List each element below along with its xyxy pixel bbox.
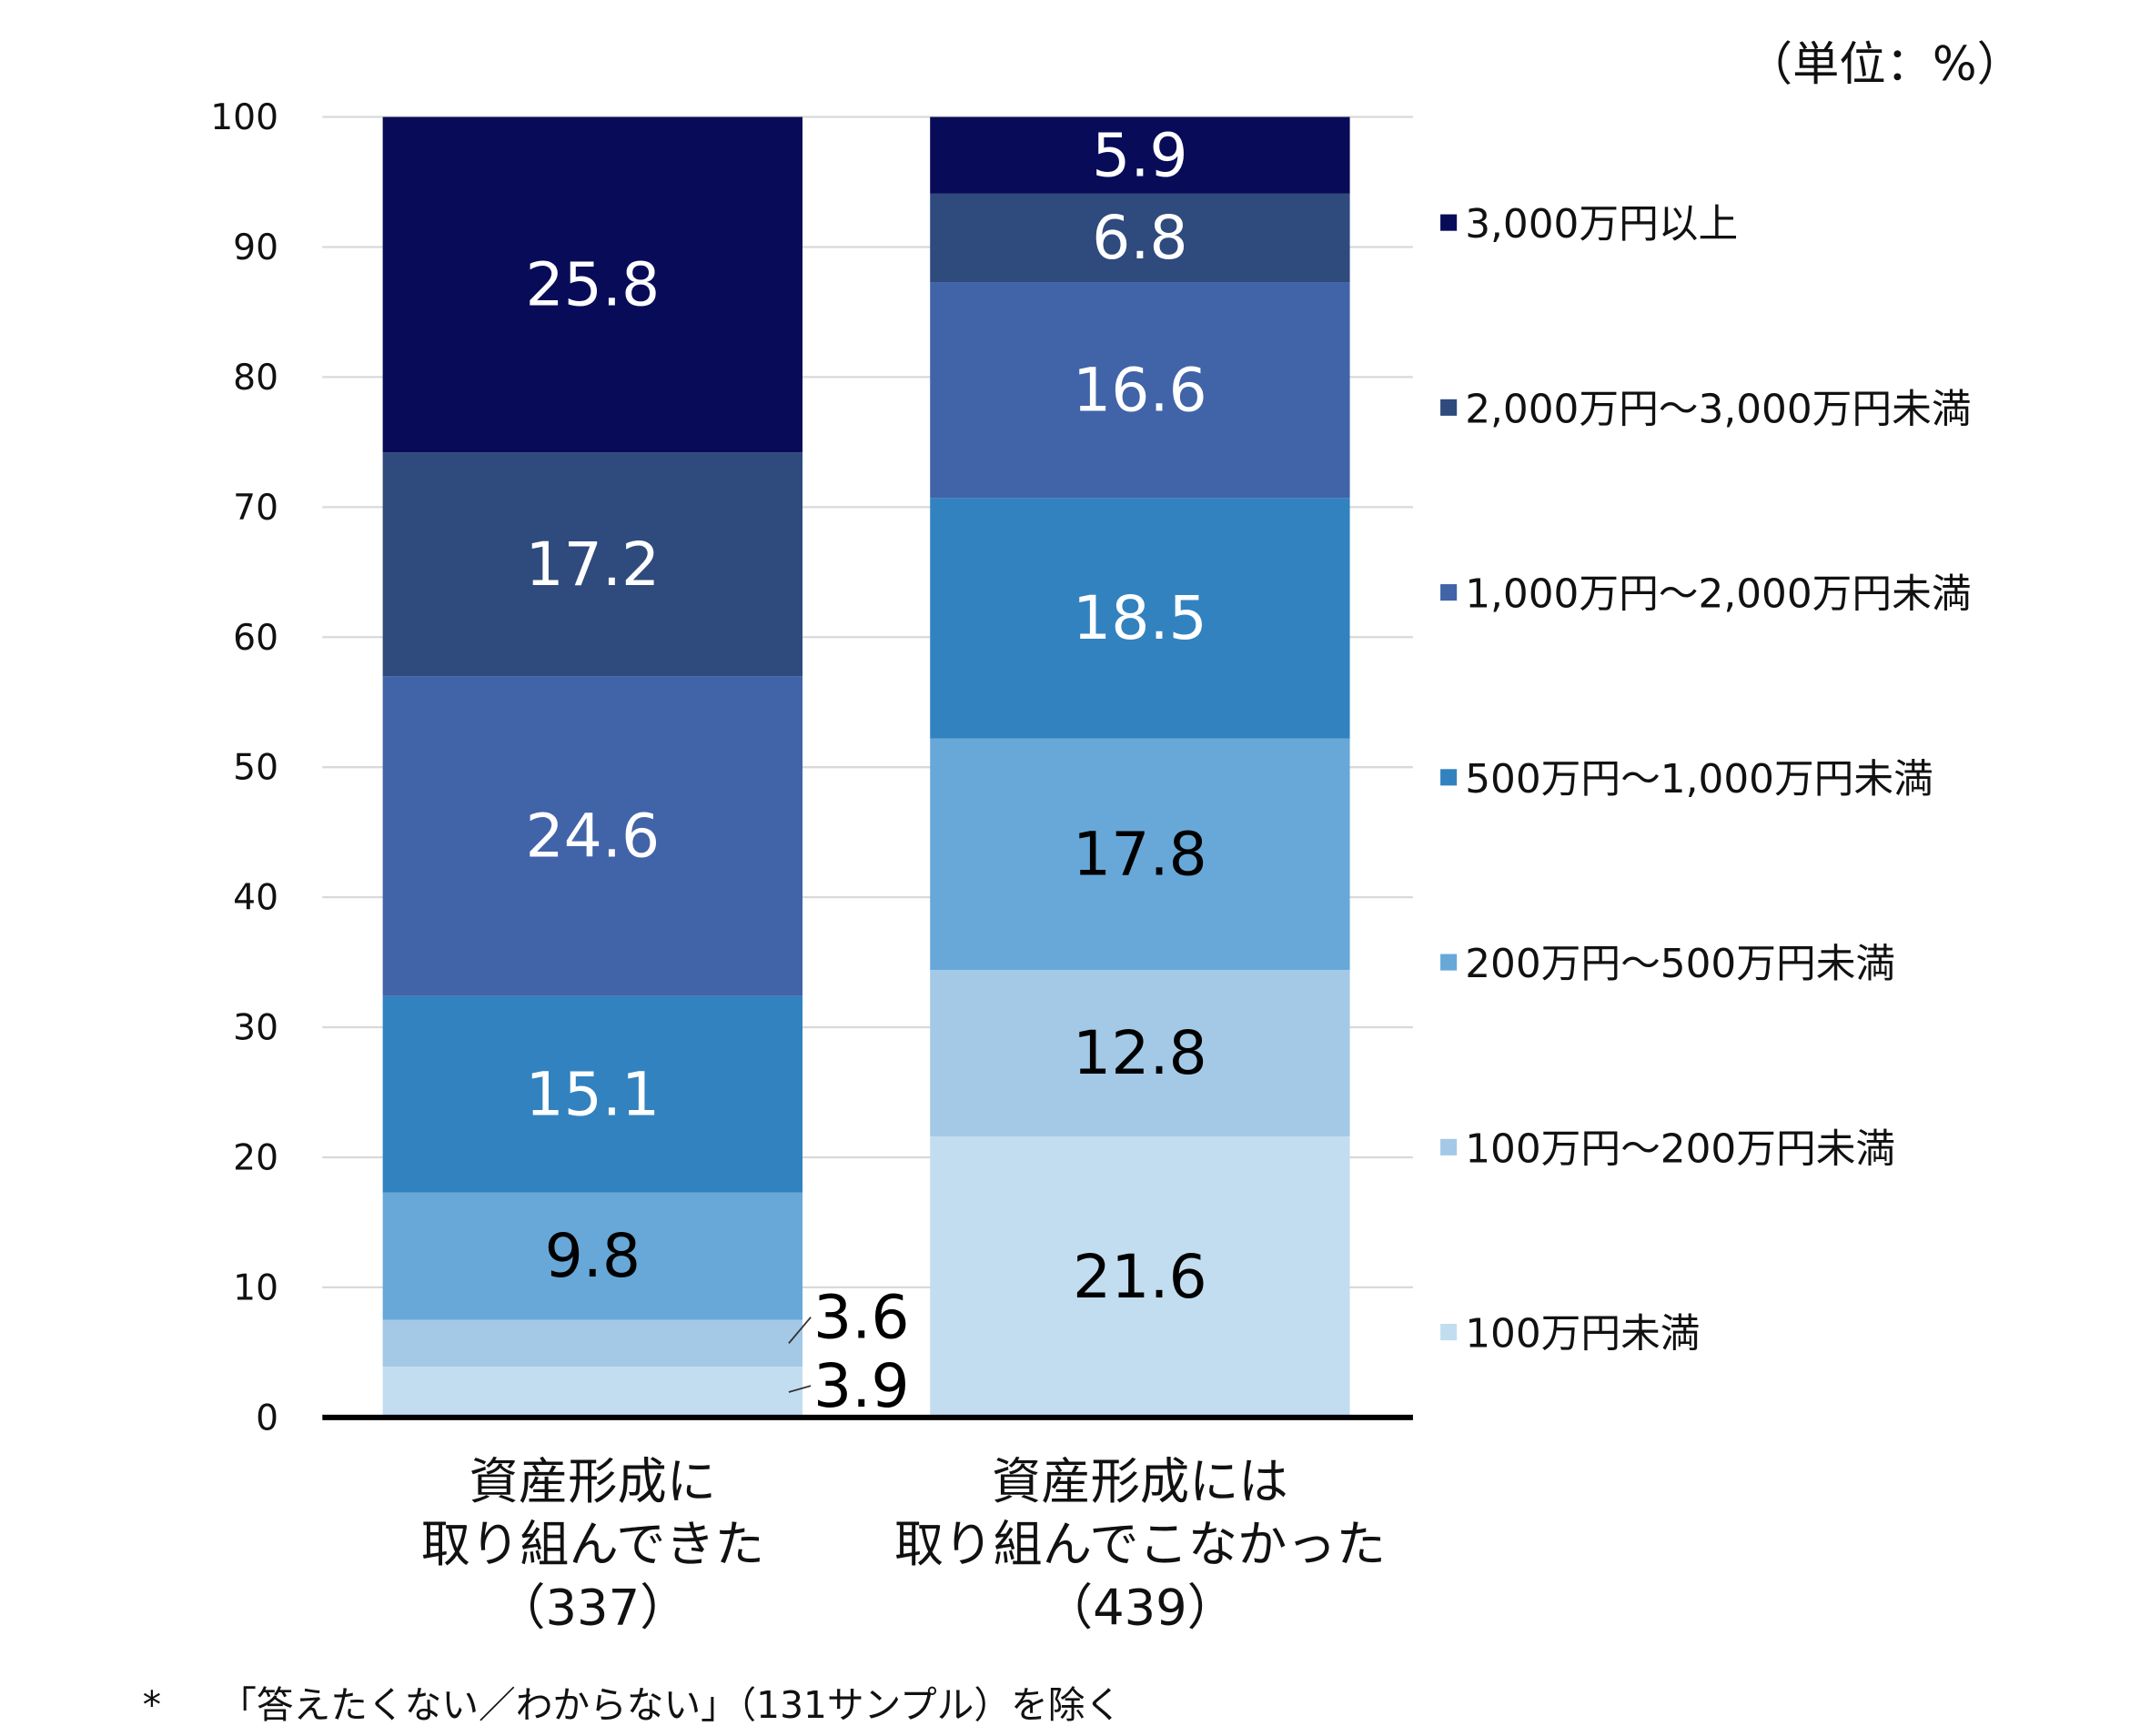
unit-label: （単位：%） xyxy=(1746,37,2024,92)
data-label: 12.8 xyxy=(1073,1017,1207,1088)
y-tick-label: 10 xyxy=(233,1267,278,1308)
data-label: 21.6 xyxy=(1073,1241,1207,1312)
y-tick-label: 20 xyxy=(233,1138,278,1179)
category-label: （439） xyxy=(1044,1579,1237,1636)
legend-swatch xyxy=(1440,769,1458,786)
bar-segment xyxy=(382,1367,802,1418)
bar-segment xyxy=(930,970,1350,1137)
y-axis-ticks: 0 10 20 30 40 50 60 70 80 90 100 xyxy=(210,97,278,1438)
category-label: 資産形成に xyxy=(469,1453,716,1510)
category-label: 取り組んできた xyxy=(421,1516,764,1573)
data-label: 6.8 xyxy=(1092,202,1187,273)
bar-segment xyxy=(382,1319,802,1368)
y-tick-label: 60 xyxy=(233,618,278,659)
data-label: 15.1 xyxy=(525,1058,660,1129)
bar-segment xyxy=(382,1192,802,1320)
legend-item: 100万円～200万円未満 xyxy=(1440,1125,1895,1172)
category-label: 資産形成には xyxy=(992,1453,1288,1510)
bars: 9.8 15.1 24.6 17.2 25.8 3.93.6 21.6 12.8 17.8 18.… xyxy=(382,116,1350,1421)
y-tick-label: 100 xyxy=(210,97,278,138)
y-tick-label: 80 xyxy=(233,358,278,399)
data-label: 16.6 xyxy=(1073,354,1207,425)
y-tick-label: 70 xyxy=(233,488,278,529)
data-label: 17.2 xyxy=(525,529,660,600)
bar-segment xyxy=(930,193,1350,283)
data-label: 18.5 xyxy=(1073,582,1207,653)
data-label: 5.9 xyxy=(1092,119,1187,190)
legend-label: 2,000万円～3,000万円未満 xyxy=(1465,386,1971,432)
bar-segment xyxy=(382,676,802,996)
category-label: （337） xyxy=(496,1579,689,1636)
legend-label: 500万円～1,000万円未満 xyxy=(1465,756,1933,802)
legend-swatch xyxy=(1440,1138,1458,1156)
legend-label: 1,000万円～2,000万円未満 xyxy=(1465,571,1971,618)
data-label: 25.8 xyxy=(525,249,660,320)
footnote-mark: * xyxy=(143,1683,161,1727)
category-label: 取り組んでこなかった xyxy=(894,1516,1386,1573)
y-tick-label: 40 xyxy=(233,878,278,919)
footnote: 「答えたくない／わからない」（131サンプル）を除く xyxy=(219,1683,1122,1727)
y-tick-label: 50 xyxy=(233,748,278,789)
data-label: 3.6 xyxy=(813,1281,909,1352)
y-tick-label: 30 xyxy=(233,1008,278,1049)
legend-swatch xyxy=(1440,584,1458,601)
bar-segment xyxy=(930,1136,1350,1418)
bar-segment xyxy=(382,452,802,677)
legend-label: 100万円～200万円未満 xyxy=(1465,1125,1895,1172)
legend-label: 100万円未満 xyxy=(1465,1311,1700,1358)
data-label: 9.8 xyxy=(545,1220,641,1291)
legend-item: 3,000万円以上 xyxy=(1440,201,1738,247)
data-label: 17.8 xyxy=(1073,819,1207,890)
bar-segment xyxy=(930,738,1350,971)
legend-swatch xyxy=(1440,399,1458,416)
bar-segment xyxy=(930,498,1350,739)
bar-segment xyxy=(930,282,1350,499)
legend-swatch xyxy=(1440,214,1458,231)
y-tick-label: 90 xyxy=(233,227,278,268)
bar-segment xyxy=(382,995,802,1193)
legend-item: 1,000万円～2,000万円未満 xyxy=(1440,571,1972,618)
legend-item: 500万円～1,000万円未満 xyxy=(1440,756,1933,802)
legend-label: 200万円～500万円未満 xyxy=(1465,941,1895,987)
y-tick-label: 0 xyxy=(256,1398,278,1438)
legend: 3,000万円以上 2,000万円～3,000万円未満 1,000万円～2,000万… xyxy=(1440,201,1972,1358)
legend-swatch xyxy=(1440,1324,1458,1341)
legend-item: 200万円～500万円未満 xyxy=(1440,941,1895,987)
leader-line xyxy=(788,1385,812,1393)
data-label: 3.9 xyxy=(813,1350,909,1421)
data-label: 24.6 xyxy=(525,801,660,872)
legend-item: 2,000万円～3,000万円未満 xyxy=(1440,386,1972,432)
bar-segment xyxy=(382,116,802,453)
legend-label: 3,000万円以上 xyxy=(1465,201,1738,247)
legend-item: 100万円未満 xyxy=(1440,1311,1701,1358)
bar-segment xyxy=(930,116,1350,194)
legend-swatch xyxy=(1440,954,1458,971)
leader-line xyxy=(788,1317,812,1344)
